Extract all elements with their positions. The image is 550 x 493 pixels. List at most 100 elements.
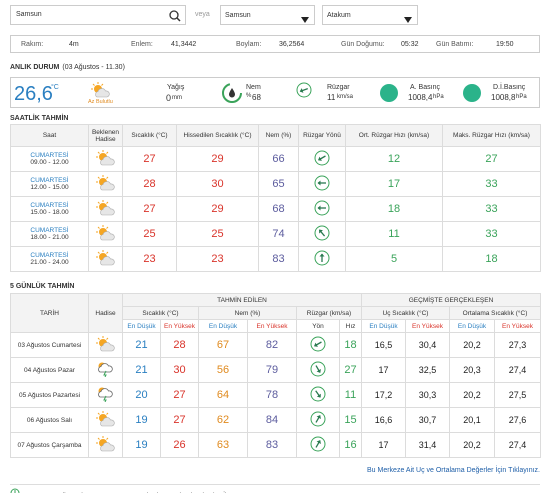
wind-dir	[296, 332, 340, 358]
value-cell: 83	[247, 432, 297, 458]
value-cell: 17	[361, 432, 406, 458]
value-cell: 11	[339, 382, 362, 408]
value-cell: 20,2	[449, 432, 495, 458]
header-cell: Nem (%)	[258, 124, 299, 147]
icon-part	[105, 176, 108, 179]
icon	[222, 83, 242, 103]
icon-cell	[88, 221, 123, 247]
icon-part	[315, 414, 321, 423]
icon	[95, 149, 115, 165]
icon-part	[105, 151, 108, 154]
daily-row: 04 Ağustos Pazar 21 30 56 79 27 17 32,5 20,3 27,4	[10, 357, 542, 383]
wind-dir	[298, 246, 346, 272]
humidity: 83	[258, 246, 299, 272]
icon-part	[92, 83, 95, 86]
icon-part	[97, 201, 100, 204]
icon-part	[91, 82, 104, 90]
icon-part	[319, 253, 325, 262]
wind-dir	[296, 432, 340, 458]
wind-dir	[296, 407, 340, 433]
humidity-unit: %	[246, 93, 252, 99]
icon-part	[315, 439, 321, 448]
date-cell: 07 Ağustos Çarşamba	[10, 432, 89, 458]
date-cell: 06 Ağustos Salı	[10, 407, 89, 433]
icon-part	[99, 441, 115, 451]
value-cell: 28	[160, 332, 199, 358]
value-cell: 30,3	[405, 382, 450, 408]
icon-cell	[88, 332, 123, 358]
icon-cell	[88, 146, 123, 172]
hourly-row: CUMARTESİ 18.00 - 21.00 25 25 74 11 33	[10, 221, 541, 247]
icon-part	[97, 251, 100, 254]
header-row: En Düşük En Yüksek En Düşük En Yüksek Yön Hız…	[11, 319, 542, 333]
icon-part	[99, 230, 115, 240]
feels: 29	[176, 146, 259, 172]
search-input[interactable]: Samsun	[10, 5, 186, 25]
header-cell: Rüzgar (km/sa)	[296, 306, 362, 320]
icon	[169, 10, 181, 22]
current-title-text: ANLIK DURUM	[10, 64, 60, 71]
value-cell: 19	[122, 407, 161, 433]
select[interactable]: Atakum	[322, 5, 418, 25]
select[interactable]: Samsun	[220, 5, 315, 25]
time: 15.00 - 18.00	[30, 209, 69, 216]
hourly-row: CUMARTESİ 09.00 - 12.00 27 29 66 12 27	[10, 146, 541, 172]
icon	[95, 410, 115, 426]
header-row: TARİH Hadise TAHMİN EDİLEN GEÇMİŞTE GERÇEKL…	[10, 293, 542, 333]
icon-part	[97, 337, 100, 340]
icon-cell	[88, 407, 123, 433]
temp: 23	[122, 246, 177, 272]
icon-part	[317, 205, 321, 210]
icon-part	[317, 180, 326, 185]
icon	[95, 249, 115, 265]
info-label: Gün Batımı:	[436, 41, 474, 48]
wind-label: Rüzgar	[327, 84, 350, 91]
temp: 27	[122, 146, 177, 172]
value-cell: 82	[247, 332, 297, 358]
pressure-icon	[378, 82, 400, 109]
header-cell: Nem (%)	[198, 306, 297, 320]
current-box: 26,6 °C Az Bulutlu Yağış 0 mm Nem% 68 Rüzgar 11 km…	[10, 77, 540, 108]
icon-part	[105, 437, 108, 440]
icon-cell	[88, 196, 123, 222]
wind-icon	[296, 82, 318, 109]
info-label: Boylam:	[236, 41, 262, 48]
pressure-icon	[461, 82, 483, 109]
value-cell: 16	[339, 432, 362, 458]
icon-part	[404, 17, 412, 23]
icon-cell	[88, 171, 123, 197]
wind-dir	[298, 146, 346, 172]
footer: Güncelleme her gün saat 14:00'e kadar ya…	[10, 484, 540, 493]
value-cell: 32,5	[405, 357, 450, 383]
icon-part	[314, 342, 318, 347]
humidity: 68	[258, 196, 299, 222]
value-cell: 20,3	[449, 357, 495, 383]
icon-part	[317, 180, 321, 185]
value-cell: 31,4	[405, 432, 450, 458]
search-icon[interactable]	[169, 9, 181, 27]
icon-part	[314, 340, 322, 347]
icon-part	[102, 370, 107, 377]
header-cell: GEÇMİŞTE GERÇEKLEŞEN	[360, 293, 542, 307]
icon	[310, 386, 326, 401]
feels: 30	[176, 171, 259, 197]
icon-part	[99, 341, 115, 351]
header-cell: Rüzgar Yönü	[298, 124, 346, 147]
value-cell: 27,4	[493, 432, 542, 458]
rain-label: Yağış	[167, 84, 185, 91]
daily-title: 5 GÜNLÜK TAHMİN	[10, 283, 75, 290]
icon-part	[95, 410, 108, 418]
info-value: 4m	[69, 41, 79, 48]
feels: 25	[176, 221, 259, 247]
time: 09.00 - 12.00	[30, 159, 69, 166]
time-cell: CUMARTESİ 21.00 - 24.00	[10, 246, 89, 272]
icon	[95, 224, 115, 240]
info-label: Enlem:	[131, 41, 153, 48]
icon-part	[102, 395, 107, 402]
icon-part	[95, 435, 108, 443]
header-cell: Hız	[339, 319, 362, 333]
icon-part	[299, 88, 308, 93]
link[interactable]: Bu Merkeze Ait Uç ve Ortalama Değerler İ…	[367, 467, 540, 474]
icon	[95, 174, 115, 190]
wind-avg: 18	[345, 196, 443, 222]
